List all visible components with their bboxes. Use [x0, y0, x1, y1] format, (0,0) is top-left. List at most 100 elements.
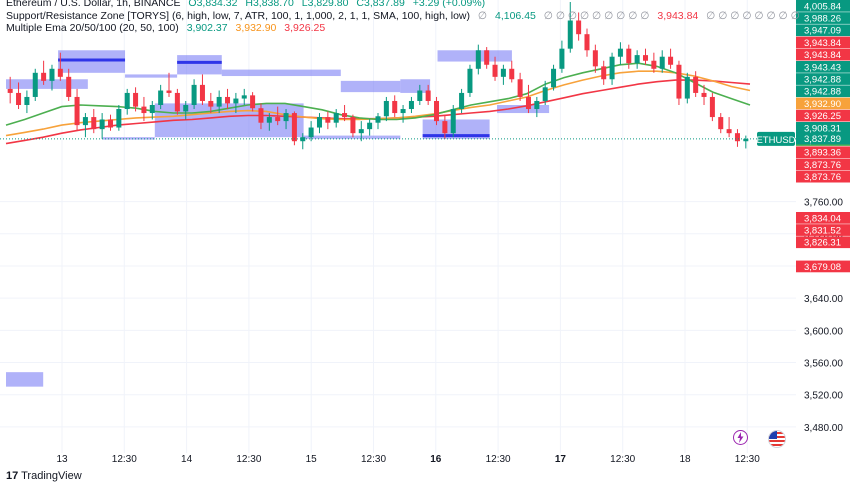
candle-body — [551, 68, 557, 88]
candle-body — [350, 117, 356, 134]
symbol-title[interactable]: Ethereum / U.S. Dollar, 1h, BINANCE — [6, 0, 181, 9]
close-value: C3,837.89 — [356, 0, 405, 9]
price-tag — [796, 36, 850, 49]
y-tick-label: 3,640.00 — [804, 294, 843, 305]
candle-body — [684, 76, 690, 99]
indicator-sr-dots: ∅ ∅ ∅ ∅ ∅ ∅ ∅ ∅ ∅ — [543, 10, 650, 22]
us-flag-icon[interactable] — [768, 430, 786, 448]
candle-body — [450, 109, 456, 134]
candle-body — [576, 20, 582, 35]
price-tag-label: 3,942.88 — [804, 87, 841, 98]
candle-body — [726, 129, 732, 134]
candle-body — [383, 100, 389, 117]
candle-body — [634, 55, 640, 64]
candle-body — [216, 96, 222, 107]
candle-body — [250, 95, 256, 109]
sr-zone — [303, 135, 356, 139]
candle-body — [467, 68, 473, 93]
candle-body — [166, 90, 172, 93]
candle-body — [425, 90, 431, 101]
indicator-ema[interactable]: Multiple Ema 20/50/100 (20, 50, 100) 3,9… — [6, 22, 330, 34]
candle-body — [300, 137, 306, 142]
candle-body — [291, 113, 297, 142]
candle-body — [542, 87, 548, 101]
candle-body — [743, 138, 749, 142]
candle-body — [709, 96, 715, 118]
price-tag-label: 3,834.04 — [804, 213, 841, 224]
y-tick-label: 3,480.00 — [804, 423, 843, 434]
candle-body — [183, 105, 189, 112]
price-tag — [796, 224, 850, 236]
candle-body — [417, 90, 423, 101]
candle-body — [141, 106, 147, 114]
ema100-value: 3,926.25 — [284, 22, 326, 34]
support-resistance-zones — [6, 50, 550, 387]
candle-body — [484, 50, 490, 65]
candle-body — [459, 92, 465, 110]
tradingview-logo-icon: 17 — [6, 470, 19, 482]
candle-body — [492, 64, 498, 77]
price-tag-label: 3,873.76 — [804, 160, 841, 171]
candle-body — [342, 113, 348, 118]
price-tag — [796, 0, 850, 12]
candle-body — [392, 100, 398, 114]
candle-body — [734, 133, 740, 142]
sr-zone — [437, 50, 512, 62]
open-value: O3,834.32 — [188, 0, 238, 9]
ema50-value: 3,932.90 — [235, 22, 277, 34]
y-tick-label: 3,560.00 — [804, 359, 843, 370]
candle-body — [49, 68, 55, 81]
candlesticks — [0, 2, 796, 150]
change-value: +3.29 (+0.09%) — [412, 0, 486, 9]
price-tag — [796, 61, 850, 73]
candle-body — [107, 119, 114, 128]
candle-body — [626, 48, 632, 64]
candle-body — [24, 96, 30, 106]
price-tag-label: 3,988.26 — [804, 14, 841, 25]
price-tag — [796, 12, 850, 24]
candle-body — [325, 117, 331, 123]
price-axis[interactable]: 3,760.003,720.003,680.003,640.003,600.00… — [756, 0, 852, 485]
candle-body — [358, 129, 364, 134]
sr-zone — [422, 119, 490, 139]
x-tick-label: 17 — [555, 454, 567, 465]
price-tag-label: 4,005.84 — [804, 1, 841, 12]
price-tag-label: 3,831.52 — [804, 226, 841, 237]
indicator-sr-value-3: 3,943.84 — [657, 10, 699, 22]
candle-body — [41, 72, 47, 81]
candle-body — [66, 76, 72, 97]
candle-body — [701, 92, 707, 97]
y-tick-label: 3,520.00 — [804, 391, 843, 402]
candle-body — [91, 117, 97, 130]
price-tag-label: 3,926.25 — [804, 111, 841, 122]
x-tick-label: 16 — [430, 454, 442, 465]
candle-body — [601, 66, 607, 80]
ema-lines — [5, 62, 751, 145]
indicator-sr-value-1: ∅ — [477, 10, 488, 22]
candle-body — [16, 92, 22, 106]
candle-body — [233, 98, 239, 104]
y-tick-label: 3,760.00 — [804, 198, 843, 209]
lightning-icon[interactable] — [733, 430, 748, 445]
price-tag — [796, 132, 850, 145]
price-tag-label: 3,908.31 — [804, 123, 841, 134]
candle-body — [375, 116, 381, 123]
candle-body — [509, 68, 515, 80]
tradingview-brand[interactable]: 17 TradingView — [6, 470, 82, 482]
candle-body — [559, 48, 565, 69]
time-axis[interactable]: 13 12:30 14 12:30 15 12:30 16 12:30 17 12:30 18 12:… — [56, 454, 760, 465]
candle-body — [174, 92, 180, 112]
sr-zone — [6, 372, 44, 387]
x-tick-label: 14 — [181, 454, 193, 465]
price-tag — [796, 260, 850, 273]
candle-body — [525, 96, 531, 110]
low-value: L3,829.80 — [301, 0, 349, 9]
sr-zone — [221, 69, 341, 77]
price-tag-label: 3,943.43 — [804, 62, 841, 73]
candle-body — [367, 122, 373, 130]
candle-body — [659, 56, 665, 69]
candle-body — [82, 117, 88, 126]
indicator-sr-zone[interactable]: Support/Resistance Zone [TORYS] (6, high… — [6, 10, 805, 22]
sr-zone — [6, 79, 88, 89]
